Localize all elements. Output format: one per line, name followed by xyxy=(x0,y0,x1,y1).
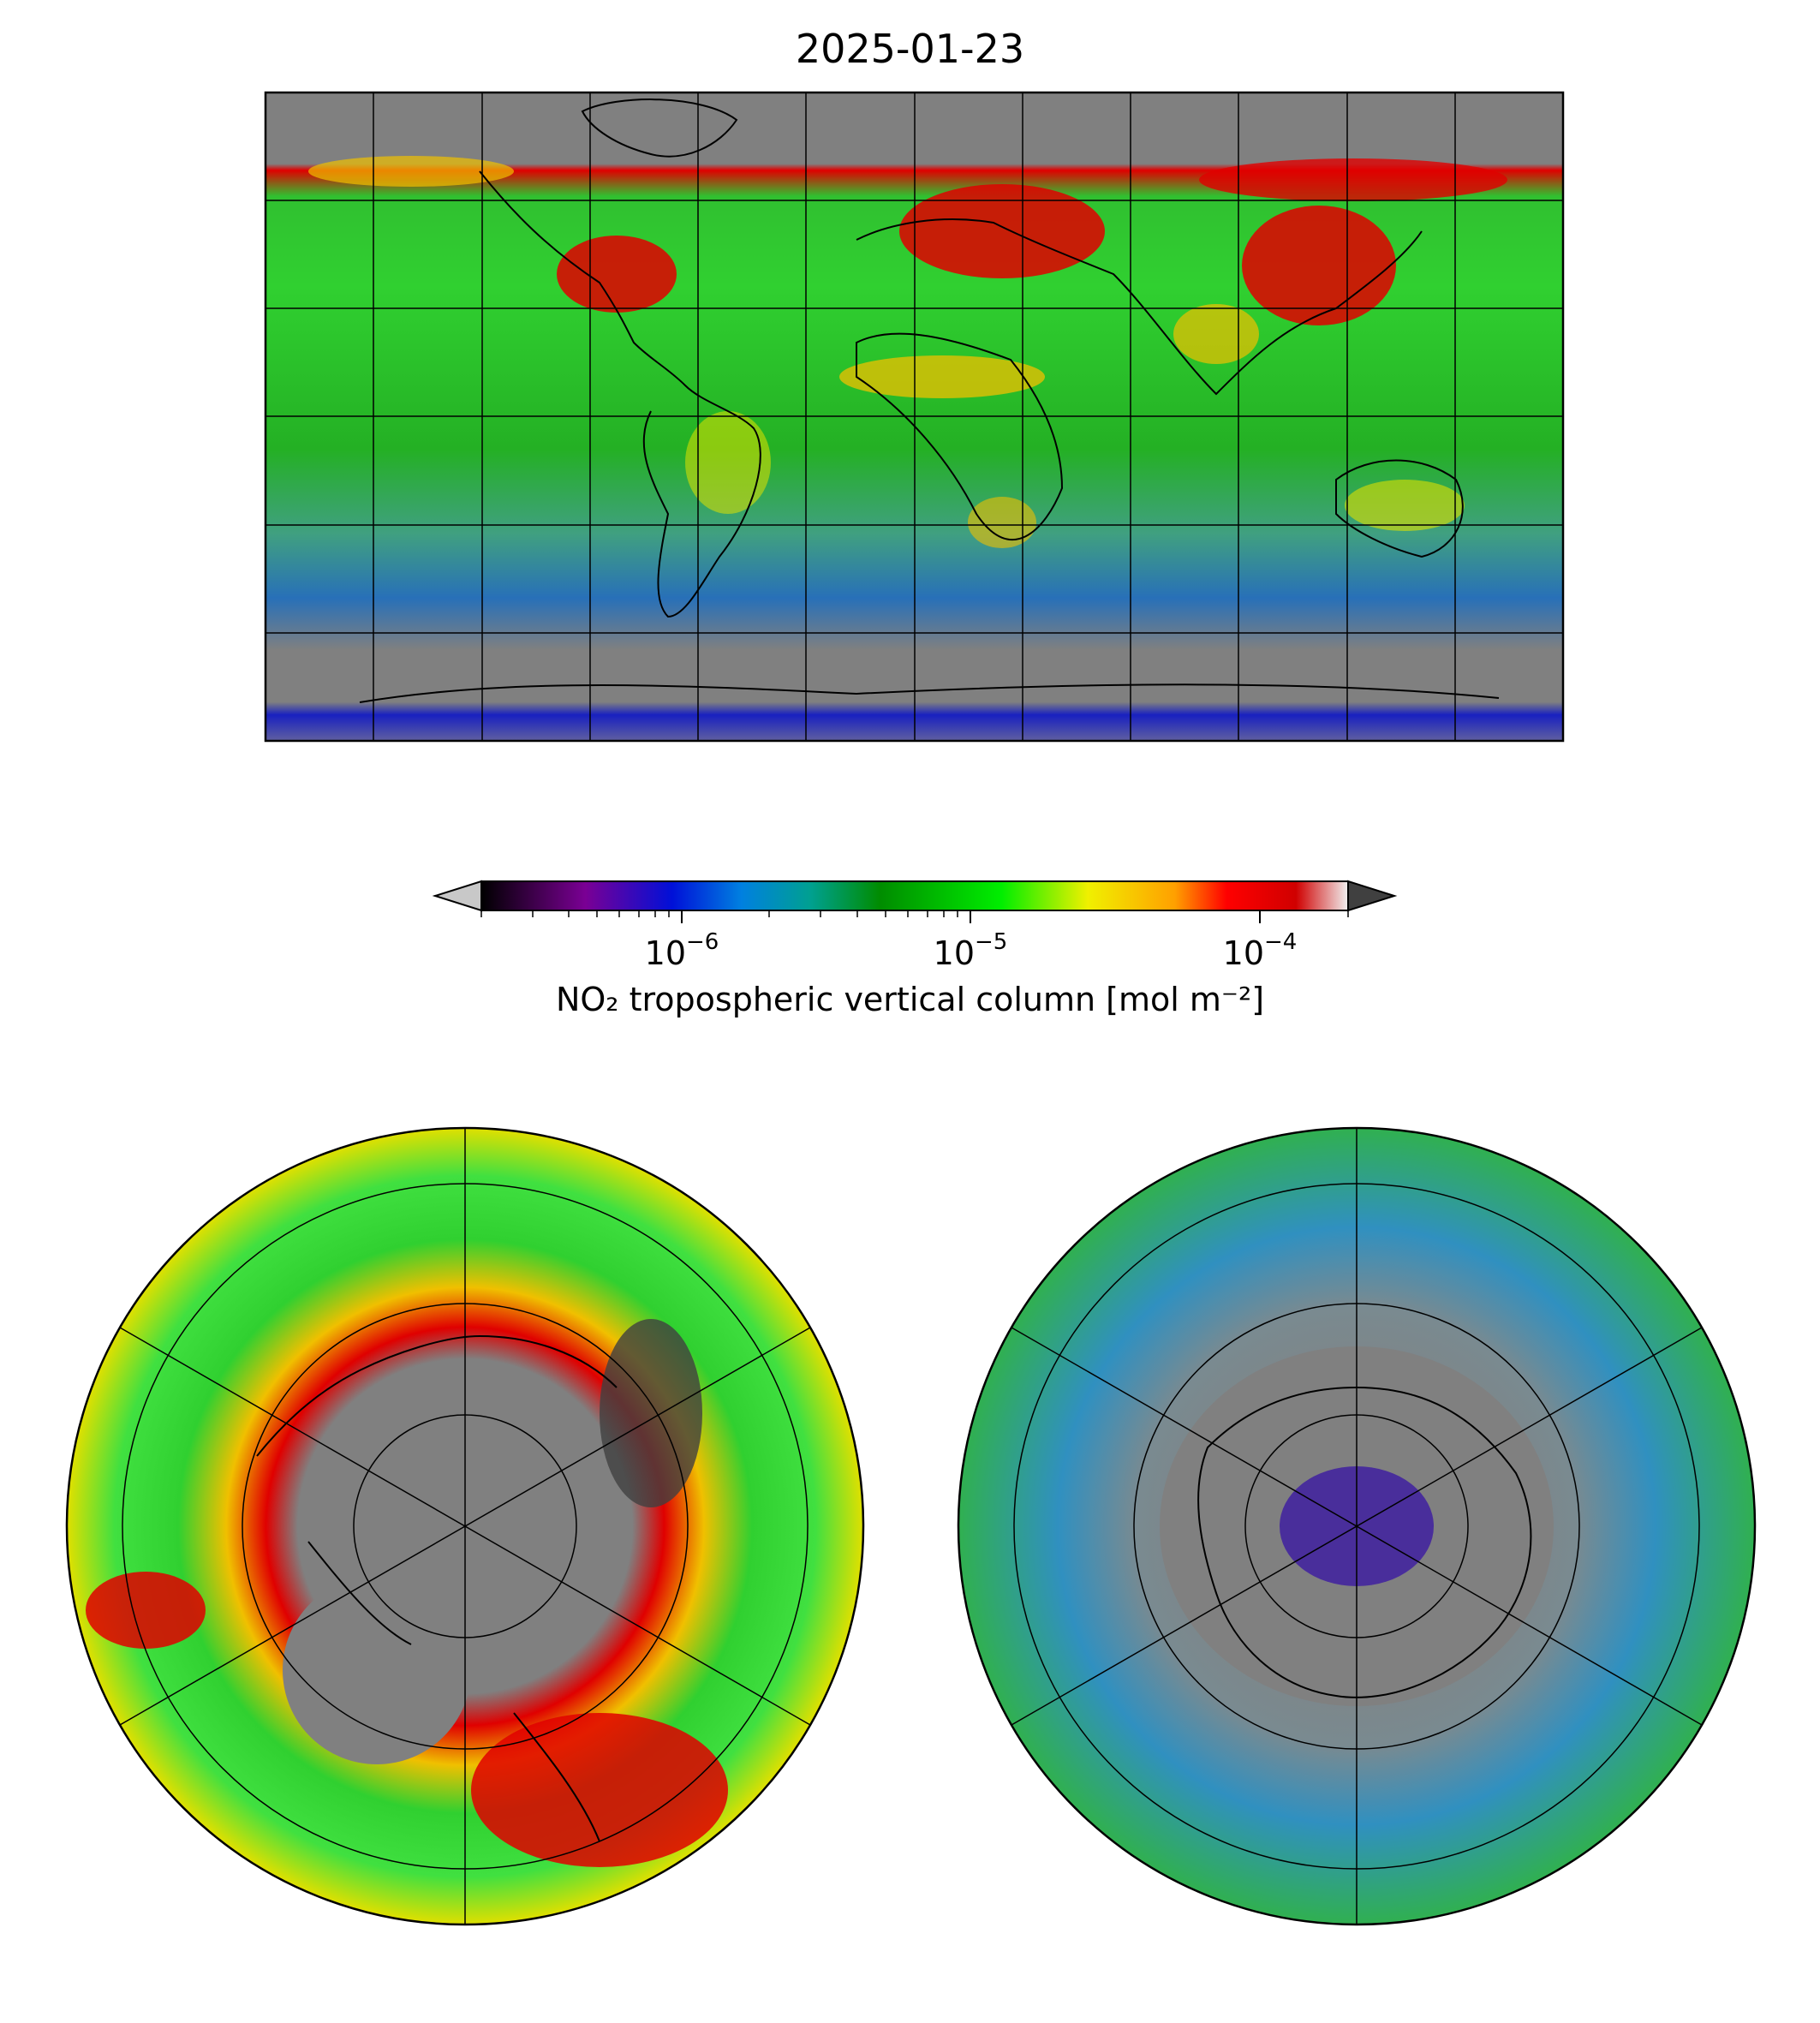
north-gridlines xyxy=(119,1128,811,1925)
hotspot-europe xyxy=(899,184,1105,278)
colorbar-minor-ticks xyxy=(480,910,1349,917)
hotspot-south-america xyxy=(685,411,771,514)
north-hotspot-america xyxy=(86,1572,206,1649)
figure-title: 2025-01-23 xyxy=(795,26,1025,72)
hotspot-south-africa xyxy=(968,497,1036,548)
colorbar xyxy=(432,880,1398,923)
global-gridlines xyxy=(266,92,1563,741)
hotspot-north-america xyxy=(557,236,677,313)
colorbar-tick-label-3: 10−4 xyxy=(1222,929,1298,972)
south-polar-map xyxy=(957,1126,1757,1926)
colorbar-label: NO₂ tropospheric vertical column [mol m⁻… xyxy=(555,981,1265,1018)
colorbar-tick-label-1: 10−6 xyxy=(644,929,719,972)
hotspot-arctic-canada xyxy=(308,156,514,187)
global-coastlines xyxy=(359,98,1500,703)
north-coastlines xyxy=(256,1334,618,1842)
colorbar-extend-max xyxy=(1347,880,1398,912)
global-map xyxy=(264,91,1565,743)
colorbar-tick-label-2: 10−5 xyxy=(933,929,1008,972)
colorbar-ticks xyxy=(681,910,1261,923)
hotspot-india xyxy=(1173,304,1259,364)
hotspot-siberia xyxy=(1199,158,1507,201)
north-greenland xyxy=(283,1576,471,1764)
hotspot-africa-sahel xyxy=(839,355,1045,398)
colorbar-extend-min xyxy=(432,880,482,912)
north-polar-map xyxy=(65,1126,865,1926)
hotspot-east-asia xyxy=(1242,206,1396,325)
south-gridlines xyxy=(1011,1128,1703,1925)
north-hotspot-europe xyxy=(471,1713,728,1867)
colorbar-gradient xyxy=(480,880,1349,911)
global-map-frame xyxy=(264,91,1565,743)
south-map-frame xyxy=(957,1126,1757,1926)
hotspot-australia xyxy=(1345,480,1465,531)
north-hotspot-siberia xyxy=(600,1319,702,1507)
north-map-frame xyxy=(65,1126,865,1926)
